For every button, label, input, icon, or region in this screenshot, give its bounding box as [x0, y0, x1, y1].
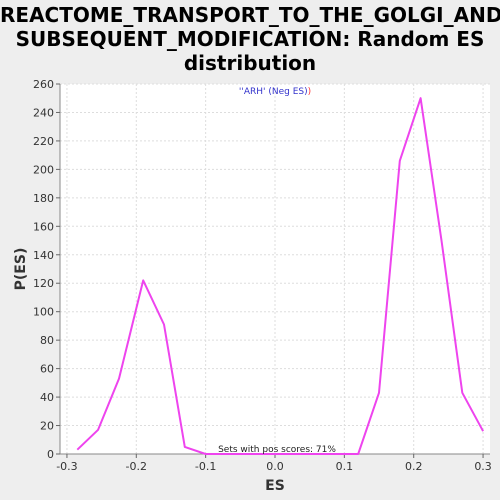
y-tick-label: 240	[33, 106, 54, 119]
series-group	[76, 97, 484, 455]
series-line	[76, 97, 484, 455]
y-tick-label: 220	[33, 135, 54, 148]
y-tick-label: 200	[33, 163, 54, 176]
chart-title: REACTOME_TRANSPORT_TO_THE_GOLGI_AND_ SUB…	[0, 0, 500, 75]
y-tick-label: 0	[47, 448, 54, 461]
y-tick-label: 120	[33, 277, 54, 290]
x-tick-label: -0.3	[56, 460, 77, 473]
legend: ''ARH' (Neg ES))	[239, 87, 311, 97]
legend-part: ''ARH' (Neg ES)	[239, 87, 308, 97]
y-tick-label: 40	[40, 391, 54, 404]
y-tick-label: 260	[33, 78, 54, 91]
x-tick-label: -0.2	[126, 460, 147, 473]
y-tick-label: 160	[33, 220, 54, 233]
x-tick-label: -0.1	[195, 460, 216, 473]
x-axis-label: ES	[265, 478, 285, 494]
annotation-pos-scores: Sets with pos scores: 71%	[218, 445, 336, 455]
x-tick-label: 0.0	[266, 460, 284, 473]
legend-part: )	[308, 87, 312, 97]
chart-title-line-2: SUBSEQUENT_MODIFICATION: Random ES	[15, 27, 485, 51]
y-tick-label: 60	[40, 363, 54, 376]
y-axis-label: P(ES)	[13, 248, 29, 291]
y-tick-label: 180	[33, 192, 54, 205]
chart-title-line-3: distribution	[183, 51, 317, 75]
y-tick-label: 80	[40, 334, 54, 347]
y-tick-label: 140	[33, 249, 54, 262]
x-tick-label: 0.1	[336, 460, 354, 473]
ticks: 0 20 40 60 80 100 120 140 160 180 200 220 240 260 -0.3…	[33, 78, 492, 473]
x-tick-label: 0.3	[474, 460, 492, 473]
y-tick-label: 20	[40, 420, 54, 433]
grid-lines	[60, 83, 490, 455]
x-tick-label: 0.2	[405, 460, 423, 473]
y-tick-label: 100	[33, 306, 54, 319]
chart-title-line-1: REACTOME_TRANSPORT_TO_THE_GOLGI_AND_	[0, 3, 500, 27]
